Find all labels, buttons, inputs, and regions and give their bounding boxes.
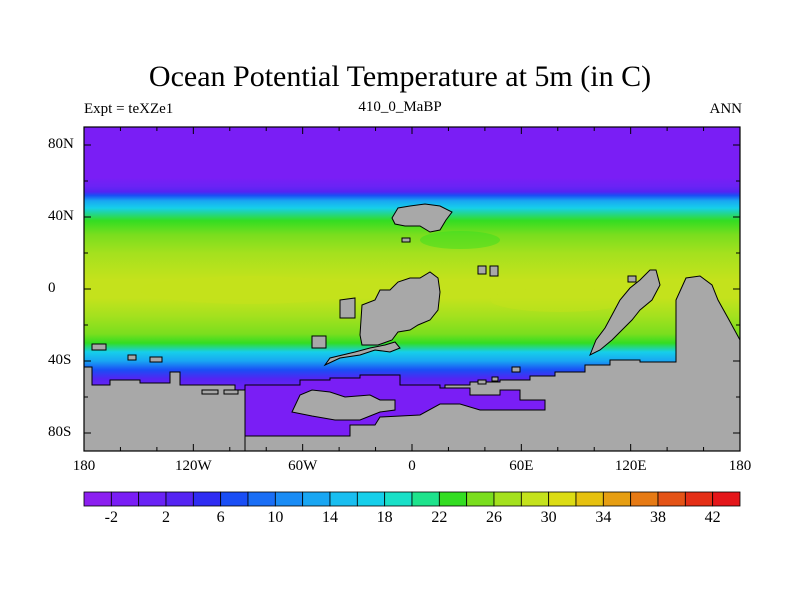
colorbar-swatch bbox=[575, 491, 604, 507]
small-island-a bbox=[339, 297, 356, 319]
experiment-label: Expt = teXZe1 bbox=[84, 101, 174, 117]
y-tick-label: 40N bbox=[48, 208, 74, 224]
colorbar-swatch bbox=[493, 491, 522, 507]
colorbar-swatch bbox=[630, 491, 659, 507]
colorbar-tick-label: 30 bbox=[540, 509, 557, 526]
northern-islet bbox=[401, 237, 411, 243]
x-tick-label: 120W bbox=[174, 458, 212, 474]
colorbar-swatch bbox=[138, 491, 167, 507]
x-tick-label: 180 bbox=[728, 458, 752, 474]
colorbar-tick-label: 42 bbox=[704, 509, 721, 526]
small-island-i bbox=[491, 376, 499, 382]
warm-anomaly-shading bbox=[140, 231, 630, 312]
colorbar-tick-label: 26 bbox=[486, 509, 502, 526]
colorbar-tick-label: 14 bbox=[322, 509, 338, 526]
colorbar-tick-label: 18 bbox=[376, 509, 393, 526]
colorbar-swatch bbox=[220, 491, 249, 507]
colorbar-tick-label: 2 bbox=[162, 509, 170, 526]
colorbar-swatch bbox=[384, 491, 413, 507]
colorbar-swatch bbox=[602, 491, 632, 507]
y-tick-label: 0 bbox=[48, 280, 56, 296]
colorbar-swatch bbox=[657, 491, 686, 507]
eastern-arc-islet bbox=[627, 275, 637, 283]
small-island-e bbox=[149, 356, 163, 363]
equatorial-island-east-b bbox=[489, 265, 499, 277]
colorbar-tick-label: 6 bbox=[216, 509, 225, 526]
colorbar-swatch bbox=[356, 491, 386, 507]
small-island-j bbox=[511, 366, 521, 373]
x-tick-label: 0 bbox=[408, 458, 416, 474]
colorbar-swatch bbox=[329, 491, 358, 507]
colorbar-swatch bbox=[83, 491, 112, 507]
colorbar-swatch bbox=[110, 491, 140, 507]
colorbar-swatch bbox=[684, 491, 714, 507]
y-tick-label: 80N bbox=[48, 136, 74, 152]
colorbar-tick-label: 34 bbox=[595, 509, 612, 526]
central-continent-spur bbox=[323, 341, 401, 367]
colorbar-swatch bbox=[520, 491, 550, 507]
small-island-c bbox=[91, 343, 107, 351]
colorbar-swatch bbox=[302, 491, 331, 507]
colorbar-tick-label: 22 bbox=[431, 509, 448, 526]
time-period-label: 410_0_MaBP bbox=[358, 99, 442, 115]
northern-landmass bbox=[391, 203, 453, 233]
colorbar-swatch bbox=[466, 491, 495, 507]
x-tick-label: 180 bbox=[72, 458, 96, 474]
colorbar-tick-label: -2 bbox=[104, 509, 118, 526]
colorbar-swatch bbox=[247, 491, 276, 507]
colorbar-swatch bbox=[411, 491, 440, 507]
x-tick-label: 120E bbox=[614, 458, 647, 474]
embayment-island bbox=[291, 389, 396, 421]
colorbar-swatch bbox=[548, 491, 577, 507]
x-tick-label: 60W bbox=[288, 458, 318, 474]
small-island-g bbox=[223, 389, 239, 395]
equatorial-island-east-a bbox=[477, 265, 487, 275]
colorbar-swatch bbox=[712, 491, 741, 507]
small-island-d bbox=[127, 354, 137, 361]
colorbar-tick-label: 10 bbox=[267, 509, 284, 526]
colorbar-swatch bbox=[438, 491, 468, 507]
small-island-f bbox=[201, 389, 219, 395]
y-tick-label: 40S bbox=[48, 352, 72, 368]
small-island-b bbox=[311, 335, 327, 349]
colorbar-tick-label: 38 bbox=[650, 509, 666, 526]
colorbar-swatch bbox=[192, 491, 222, 507]
x-tick-label: 60E bbox=[509, 458, 534, 474]
colorbar-swatch bbox=[274, 491, 304, 507]
small-island-h bbox=[477, 379, 487, 385]
season-label: ANN bbox=[709, 101, 743, 117]
central-equatorial-continent bbox=[359, 271, 441, 346]
colorbar-swatch bbox=[165, 491, 194, 507]
map-title: Ocean Potential Temperature at 5m (in C) bbox=[148, 60, 652, 93]
colorbar bbox=[83, 491, 741, 507]
y-tick-label: 80S bbox=[48, 424, 72, 440]
eastern-continental-arc bbox=[589, 269, 661, 357]
